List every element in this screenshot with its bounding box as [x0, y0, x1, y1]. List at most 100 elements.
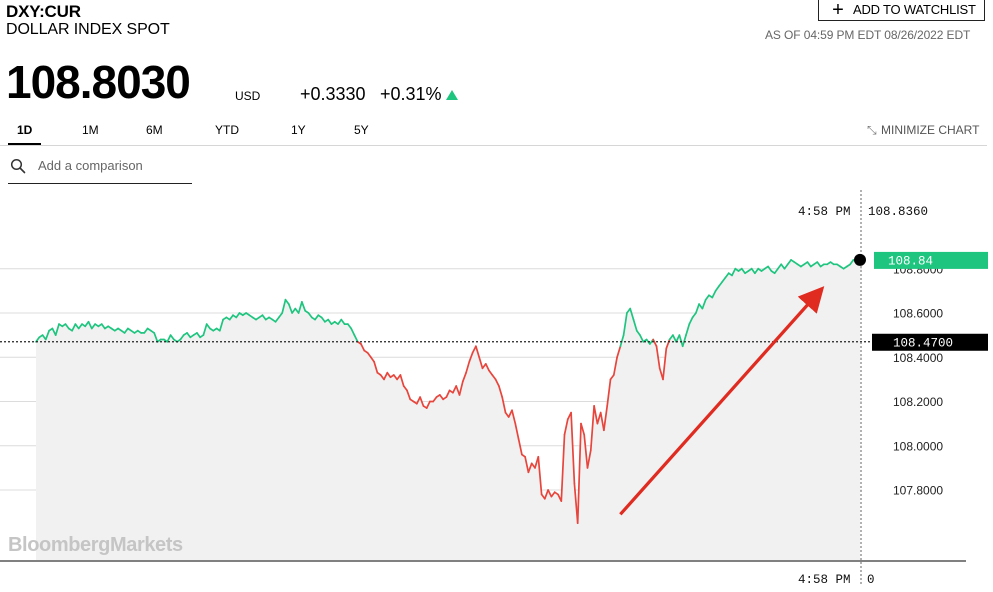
price-line-segment [849, 259, 855, 266]
last-price: 108.8030 [6, 56, 191, 108]
search-icon [10, 158, 26, 174]
price-line-segment [320, 316, 326, 323]
price-line-segment [90, 323, 96, 330]
crosshair-time-label-bottom: 4:58 PM 0 [794, 569, 875, 588]
minimize-arrows-icon: ⤡ [867, 123, 877, 137]
price-line-segment [678, 334, 684, 348]
price-line-segment [537, 455, 543, 496]
price-line-segment [570, 411, 576, 485]
price-line-segment [589, 405, 595, 452]
price-line-segment [370, 356, 375, 363]
price-line-segment [153, 332, 159, 343]
crosshair-time-bottom: 4:58 PM [798, 573, 851, 587]
price-line-segment [754, 267, 760, 275]
price-line-segment [35, 336, 41, 343]
price-line-segment [494, 378, 500, 387]
y-tick-label: 108.4000 [893, 351, 943, 365]
price-line-segment [616, 345, 622, 359]
price-line-segment [461, 371, 467, 383]
price-line-segment [87, 320, 93, 330]
price-line-segment [750, 267, 756, 275]
price-line-segment [740, 267, 746, 275]
price-line-segment [337, 318, 343, 325]
crosshair-value: 108.8360 [868, 205, 928, 219]
tab-1m[interactable]: 1M [82, 123, 99, 137]
price-line-segment [484, 363, 490, 372]
price-line-segment [612, 356, 618, 376]
price-line-segment [186, 332, 192, 339]
price-line-segment [681, 334, 687, 348]
price-line-segment [261, 314, 267, 321]
as-of-timestamp: AS OF 04:59 PM EDT 08/26/2022 EDT [765, 28, 971, 42]
y-tick-label: 107.8000 [893, 484, 943, 498]
comparison-search-input[interactable] [38, 156, 188, 174]
price-line-segment [123, 327, 129, 334]
tab-1y[interactable]: 1Y [291, 123, 306, 137]
crosshair-time-label-top: 4:58 PM [794, 201, 860, 220]
price-line-segment [44, 329, 50, 341]
price-line-segment [301, 301, 307, 312]
price-chart[interactable]: 107.8000 108.0000 108.2000 108.4000 108.6000… [0, 185, 993, 592]
tab-5y[interactable]: 5Y [354, 123, 369, 137]
comparison-input-underline [8, 183, 192, 184]
y-tick-label: 108.6000 [893, 307, 943, 321]
crosshair-time-top: 4:58 PM [798, 205, 851, 219]
plus-icon: + [832, 0, 844, 21]
price-line-segment [609, 374, 615, 381]
price-line-segment [202, 323, 208, 336]
price-line-segment [218, 318, 224, 332]
add-to-watchlist-button[interactable]: + ADD TO WATCHLIST [818, 0, 985, 21]
price-line-segment [274, 316, 280, 323]
crosshair-value-label: 108.8360 [863, 201, 943, 220]
tab-6m[interactable]: 6M [146, 123, 163, 137]
minimize-chart-button[interactable]: ⤡ MINIMIZE CHART [867, 123, 979, 138]
price-line-segment [383, 371, 389, 381]
price-line-segment [622, 312, 628, 336]
tab-1d[interactable]: 1D [17, 123, 33, 137]
price-line-segment [777, 263, 783, 270]
price-line-segment [783, 263, 789, 270]
price-line-segment [71, 323, 77, 332]
tab-ytd[interactable]: YTD [215, 123, 239, 137]
price-line-segment [307, 312, 313, 319]
price-line-segment [576, 422, 582, 525]
price-line-segment [235, 312, 241, 319]
price-line-segment [672, 334, 678, 343]
price-line-segment [688, 316, 694, 325]
price-line-segment [465, 360, 471, 374]
price-line-segment [488, 369, 494, 376]
price-line-segment [143, 327, 149, 334]
price-line-segment [599, 411, 605, 432]
price-line-segment [432, 396, 438, 403]
price-line-segment [458, 380, 464, 396]
price-line-segment [402, 385, 408, 392]
ticker-symbol: DXY:CUR [6, 2, 81, 21]
price-line-segment [695, 303, 700, 314]
price-line-segment [691, 312, 697, 319]
price-line-segment [501, 396, 507, 414]
price-line-segment [353, 334, 359, 343]
previous-close-label: 108.4700 [872, 333, 988, 351]
price-line-segment [196, 332, 201, 339]
price-line-segment [524, 455, 530, 474]
y-tick-label: 108.2000 [893, 395, 943, 409]
price-line-segment [731, 267, 737, 277]
price-line-segment [327, 318, 333, 325]
price-line-segment [347, 323, 353, 330]
price-line-segment [662, 347, 668, 381]
price-line-segment [392, 374, 398, 381]
last-value-marker [854, 253, 866, 266]
price-line-segment [639, 334, 645, 343]
price-line [35, 259, 861, 525]
price-line-segment [563, 418, 569, 436]
price-line-segment [596, 411, 602, 425]
price-line-segment [629, 307, 635, 321]
price-line-segment [419, 396, 425, 407]
y-tick-label: 108.0000 [893, 439, 943, 453]
up-triangle-icon [446, 90, 458, 100]
price-line-segment [773, 267, 779, 275]
price-line-segment [665, 338, 671, 350]
price-line-segment [786, 259, 792, 266]
price-line-segment [291, 307, 297, 314]
price-line-segment [169, 334, 175, 341]
